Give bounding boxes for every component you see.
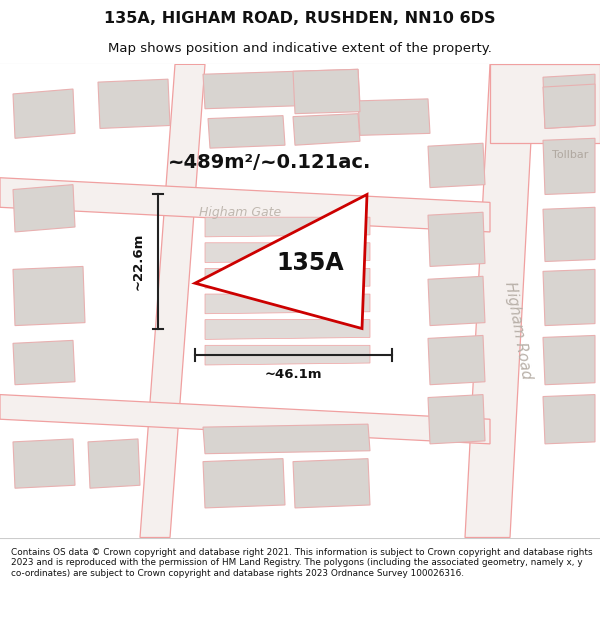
Polygon shape (543, 394, 595, 444)
Text: Contains OS data © Crown copyright and database right 2021. This information is : Contains OS data © Crown copyright and d… (11, 548, 592, 578)
Polygon shape (203, 459, 285, 508)
Polygon shape (203, 69, 360, 109)
Polygon shape (13, 184, 75, 232)
Text: ~46.1m: ~46.1m (265, 368, 322, 381)
Polygon shape (13, 266, 85, 326)
Polygon shape (543, 269, 595, 326)
Polygon shape (88, 439, 140, 488)
Polygon shape (428, 336, 485, 385)
Polygon shape (293, 69, 360, 114)
Polygon shape (490, 64, 600, 143)
Polygon shape (428, 394, 485, 444)
Polygon shape (543, 208, 595, 261)
Polygon shape (13, 439, 75, 488)
Polygon shape (428, 213, 485, 266)
Polygon shape (428, 143, 485, 188)
Polygon shape (293, 114, 360, 145)
Text: Map shows position and indicative extent of the property.: Map shows position and indicative extent… (108, 42, 492, 55)
Polygon shape (543, 336, 595, 385)
Polygon shape (13, 89, 75, 138)
Text: ~22.6m: ~22.6m (131, 233, 145, 290)
Polygon shape (205, 319, 370, 339)
Polygon shape (543, 84, 595, 129)
Polygon shape (0, 394, 490, 444)
Polygon shape (140, 64, 205, 538)
Polygon shape (205, 345, 370, 365)
Polygon shape (543, 74, 595, 129)
Text: Higham Road: Higham Road (502, 281, 534, 381)
Polygon shape (205, 217, 370, 237)
Text: 135A, HIGHAM ROAD, RUSHDEN, NN10 6DS: 135A, HIGHAM ROAD, RUSHDEN, NN10 6DS (104, 11, 496, 26)
Polygon shape (205, 294, 370, 314)
Polygon shape (0, 177, 490, 232)
Polygon shape (428, 276, 485, 326)
Polygon shape (208, 116, 285, 148)
Text: Tollbar: Tollbar (552, 150, 588, 160)
Polygon shape (358, 99, 430, 136)
Polygon shape (293, 459, 370, 508)
Polygon shape (205, 242, 370, 262)
Text: 135A: 135A (276, 251, 344, 276)
Polygon shape (205, 268, 370, 288)
Polygon shape (13, 341, 75, 385)
Polygon shape (98, 79, 170, 129)
Text: ~489m²/~0.121ac.: ~489m²/~0.121ac. (169, 154, 371, 173)
Text: Higham Gate: Higham Gate (199, 206, 281, 219)
Polygon shape (203, 424, 370, 454)
Polygon shape (195, 194, 367, 329)
Polygon shape (543, 138, 595, 194)
Polygon shape (465, 64, 535, 538)
